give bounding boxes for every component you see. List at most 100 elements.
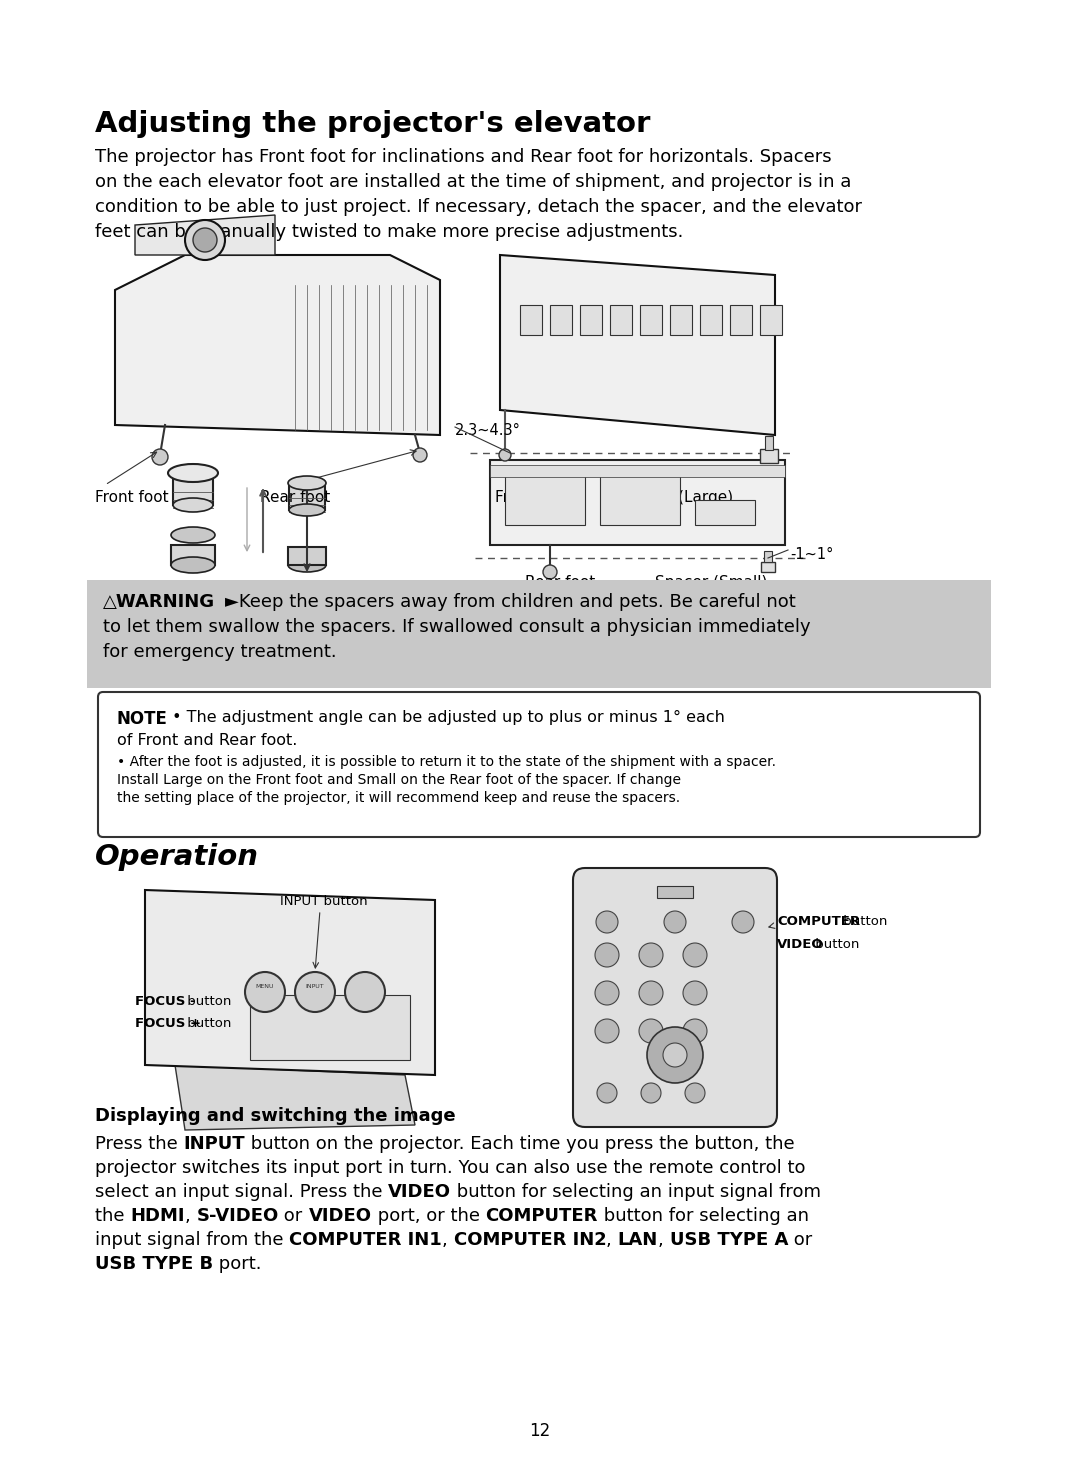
Text: INPUT: INPUT bbox=[306, 984, 324, 990]
Circle shape bbox=[597, 1083, 617, 1102]
Circle shape bbox=[683, 981, 707, 1004]
Circle shape bbox=[683, 1019, 707, 1042]
Bar bbox=[550, 305, 572, 335]
Circle shape bbox=[295, 972, 335, 1012]
Ellipse shape bbox=[173, 498, 213, 512]
Bar bbox=[289, 483, 325, 509]
Circle shape bbox=[596, 911, 618, 933]
Bar bbox=[288, 548, 326, 565]
Circle shape bbox=[664, 911, 686, 933]
Text: MENU: MENU bbox=[256, 984, 274, 990]
Bar bbox=[171, 545, 215, 565]
Circle shape bbox=[683, 943, 707, 968]
Text: Spacer: Spacer bbox=[168, 586, 221, 600]
Text: Displaying and switching the image: Displaying and switching the image bbox=[95, 1107, 456, 1124]
Text: button: button bbox=[839, 915, 888, 928]
Text: input signal from the: input signal from the bbox=[95, 1231, 289, 1249]
Circle shape bbox=[595, 1019, 619, 1042]
Bar bbox=[640, 305, 662, 335]
Bar bbox=[760, 449, 778, 463]
Ellipse shape bbox=[171, 556, 215, 572]
Text: USB TYPE A: USB TYPE A bbox=[670, 1231, 788, 1249]
Text: HDMI: HDMI bbox=[131, 1206, 185, 1225]
Text: △WARNING: △WARNING bbox=[103, 593, 215, 610]
Text: Operation: Operation bbox=[95, 843, 259, 871]
Text: ,: , bbox=[658, 1231, 670, 1249]
Circle shape bbox=[245, 972, 285, 1012]
Text: feet can be manually twisted to make more precise adjustments.: feet can be manually twisted to make mor… bbox=[95, 223, 684, 242]
Bar bbox=[761, 562, 775, 572]
Ellipse shape bbox=[171, 527, 215, 543]
Bar bbox=[696, 501, 755, 526]
Text: Adjusting the projector's elevator: Adjusting the projector's elevator bbox=[95, 110, 650, 138]
Bar bbox=[730, 305, 752, 335]
FancyBboxPatch shape bbox=[98, 692, 980, 837]
Text: Spacer (Small): Spacer (Small) bbox=[654, 575, 768, 590]
Text: projector switches its input port in turn. You can also use the remote control t: projector switches its input port in tur… bbox=[95, 1159, 806, 1177]
Circle shape bbox=[639, 943, 663, 968]
Text: select an input signal. Press the: select an input signal. Press the bbox=[95, 1183, 388, 1200]
Text: -1~1°: -1~1° bbox=[789, 548, 834, 562]
Text: 12: 12 bbox=[529, 1422, 551, 1441]
Text: button: button bbox=[811, 938, 860, 952]
Text: button for selecting an: button for selecting an bbox=[597, 1206, 809, 1225]
Text: port, or the: port, or the bbox=[372, 1206, 485, 1225]
Text: Install Large on the Front foot and Small on the Rear foot of the spacer. If cha: Install Large on the Front foot and Smal… bbox=[117, 773, 681, 788]
Bar bbox=[764, 550, 772, 562]
Circle shape bbox=[499, 449, 511, 461]
Text: button for selecting an input signal from: button for selecting an input signal fro… bbox=[451, 1183, 821, 1200]
Bar bbox=[490, 466, 785, 477]
FancyBboxPatch shape bbox=[490, 460, 785, 545]
Text: Front foot: Front foot bbox=[495, 490, 569, 505]
Bar bbox=[173, 473, 213, 505]
Text: COMPUTER: COMPUTER bbox=[777, 915, 860, 928]
Bar bbox=[700, 305, 723, 335]
Bar bbox=[519, 305, 542, 335]
Text: LAN: LAN bbox=[618, 1231, 658, 1249]
Text: VIDEO: VIDEO bbox=[309, 1206, 372, 1225]
Text: NOTE: NOTE bbox=[117, 710, 167, 728]
Text: Spacer (Large): Spacer (Large) bbox=[620, 490, 733, 505]
Text: USB TYPE B: USB TYPE B bbox=[95, 1255, 213, 1274]
Text: ,: , bbox=[442, 1231, 454, 1249]
Ellipse shape bbox=[289, 504, 325, 515]
Circle shape bbox=[647, 1028, 703, 1083]
Bar bbox=[610, 305, 632, 335]
Bar bbox=[87, 580, 991, 688]
Text: of Front and Rear foot.: of Front and Rear foot. bbox=[117, 733, 297, 748]
FancyBboxPatch shape bbox=[573, 868, 777, 1127]
Text: on the each elevator foot are installed at the time of shipment, and projector i: on the each elevator foot are installed … bbox=[95, 173, 851, 190]
Polygon shape bbox=[500, 255, 775, 435]
Text: for emergency treatment.: for emergency treatment. bbox=[103, 643, 337, 662]
Bar bbox=[765, 436, 773, 449]
Text: port.: port. bbox=[213, 1255, 261, 1274]
Circle shape bbox=[185, 220, 225, 261]
Bar bbox=[670, 305, 692, 335]
Text: ,: , bbox=[606, 1231, 618, 1249]
Bar bbox=[600, 474, 680, 526]
Text: to let them swallow the spacers. If swallowed consult a physician immediately: to let them swallow the spacers. If swal… bbox=[103, 618, 811, 635]
Circle shape bbox=[595, 981, 619, 1004]
Text: button: button bbox=[183, 1017, 231, 1031]
Polygon shape bbox=[114, 255, 440, 435]
Circle shape bbox=[639, 1019, 663, 1042]
Text: VIDEO: VIDEO bbox=[388, 1183, 451, 1200]
Text: ,: , bbox=[185, 1206, 197, 1225]
Bar bbox=[505, 474, 585, 526]
Text: • The adjustment angle can be adjusted up to plus or minus 1° each: • The adjustment angle can be adjusted u… bbox=[167, 710, 725, 725]
Circle shape bbox=[345, 972, 384, 1012]
Text: 2.3~4.3°: 2.3~4.3° bbox=[455, 423, 521, 438]
Circle shape bbox=[685, 1083, 705, 1102]
Text: FOCUS -: FOCUS - bbox=[135, 996, 195, 1009]
Text: the setting place of the projector, it will recommend keep and reuse the spacers: the setting place of the projector, it w… bbox=[117, 791, 680, 805]
Polygon shape bbox=[175, 1064, 415, 1130]
Circle shape bbox=[595, 943, 619, 968]
Bar bbox=[760, 305, 782, 335]
Polygon shape bbox=[145, 890, 435, 1075]
Circle shape bbox=[732, 911, 754, 933]
Bar bbox=[657, 886, 693, 897]
Ellipse shape bbox=[288, 558, 326, 572]
Circle shape bbox=[193, 228, 217, 252]
Text: Rear foot: Rear foot bbox=[525, 575, 595, 590]
Text: • After the foot is adjusted, it is possible to return it to the state of the sh: • After the foot is adjusted, it is poss… bbox=[117, 755, 777, 769]
